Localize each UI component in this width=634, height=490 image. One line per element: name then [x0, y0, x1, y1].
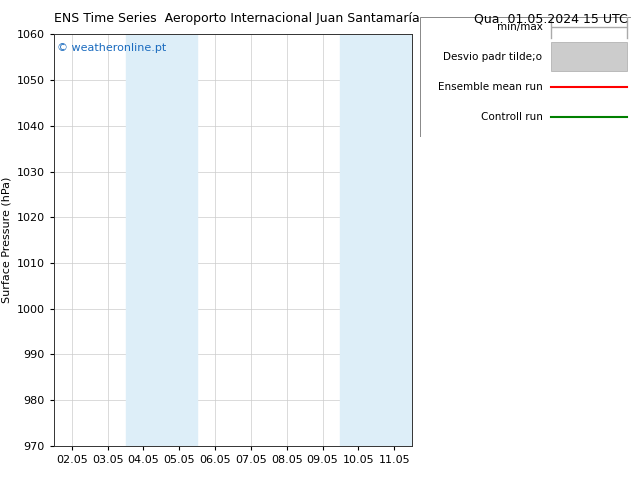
Y-axis label: Surface Pressure (hPa): Surface Pressure (hPa) — [1, 177, 11, 303]
Text: Desvio padr tilde;o: Desvio padr tilde;o — [443, 52, 543, 62]
Bar — [377, 34, 412, 446]
Text: Ensemble mean run: Ensemble mean run — [437, 82, 543, 92]
Text: Qua. 01.05.2024 15 UTC: Qua. 01.05.2024 15 UTC — [474, 12, 628, 25]
Bar — [340, 34, 377, 446]
Text: ENS Time Series  Aeroporto Internacional Juan Santamaría: ENS Time Series Aeroporto Internacional … — [54, 12, 420, 25]
Text: min/max: min/max — [496, 22, 543, 32]
Text: Controll run: Controll run — [481, 112, 543, 122]
Bar — [161, 34, 197, 446]
Bar — [551, 42, 626, 71]
Text: © weatheronline.pt: © weatheronline.pt — [58, 43, 167, 52]
Bar — [126, 34, 161, 446]
